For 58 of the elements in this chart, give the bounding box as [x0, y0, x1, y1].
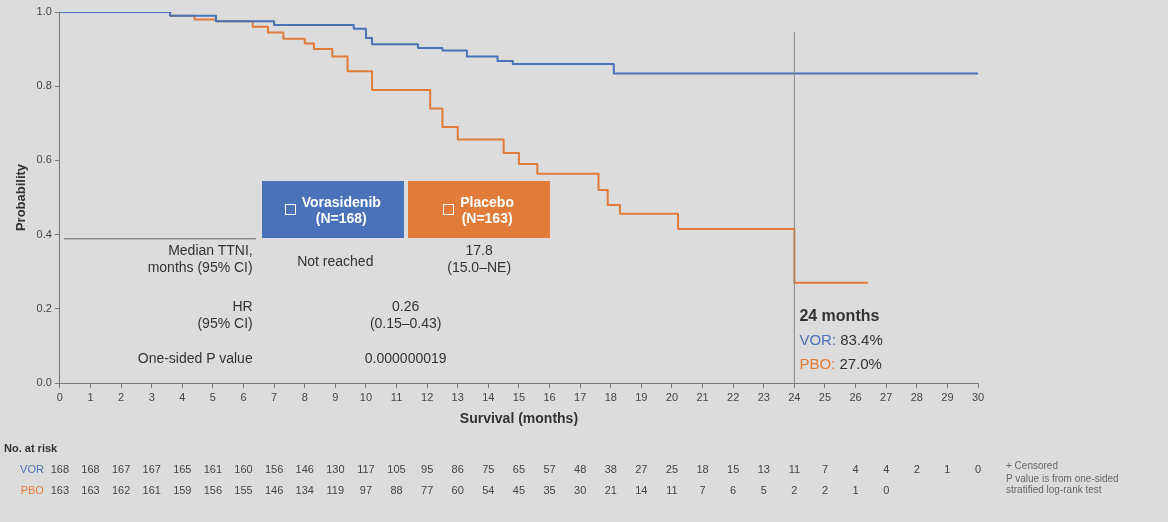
- x-tick-label: 16: [543, 390, 556, 403]
- annotation: Not reached: [296, 253, 375, 271]
- annotation: One-sided P value: [136, 349, 253, 367]
- annotation: 0.26 (0.15–0.43): [368, 297, 443, 332]
- text: + Censored: [1006, 459, 1058, 471]
- x-tick-label: 26: [849, 390, 862, 403]
- legend-label: Placebo (N=163): [460, 193, 514, 226]
- x-tick-label: 27: [880, 390, 893, 403]
- header-cell: Placebo (N=163): [407, 180, 550, 239]
- y-tick-label: 0.2: [36, 301, 52, 314]
- x-tick-label: 13: [451, 390, 464, 403]
- x-tick-label: 22: [727, 390, 740, 403]
- x-tick-label: 11: [390, 390, 403, 403]
- header-cell: Vorasidenib (N=168): [261, 180, 404, 239]
- annotation: 24 months: [799, 306, 880, 324]
- annotation: Median TTNI, months (95% CI): [146, 242, 253, 277]
- annotation: 17.8 (15.0–NE): [446, 242, 513, 277]
- x-tick-label: 6: [240, 390, 247, 403]
- x-tick-label: 5: [209, 390, 216, 403]
- x-tick-label: 21: [696, 390, 709, 403]
- y-axis-title: Probability: [13, 163, 29, 232]
- x-tick-label: 19: [635, 390, 648, 403]
- text: P value is from one-sided stratified log-rank test: [1006, 472, 1119, 495]
- x-tick-label: 25: [818, 390, 832, 403]
- annotation: HR (95% CI): [196, 297, 253, 332]
- x-tick-label: 17: [574, 390, 587, 403]
- annotation: 0.000000019: [363, 349, 448, 367]
- y-tick-label: 0.4: [36, 227, 52, 240]
- x-tick-label: 18: [604, 390, 617, 403]
- x-tick-label: 8: [301, 390, 308, 403]
- text: VOR 168 168 167 167 165 161 160 156 146 130 117 105 95 86 75 65 57 48 38 27 25 18 15 13 11 7 4 4 2 1 0: [20, 463, 982, 476]
- x-tick-label: 23: [757, 390, 770, 403]
- x-axis-title: Survival (months): [459, 410, 579, 427]
- x-tick-label: 2: [118, 390, 125, 403]
- annotation: PBO: 27.0%: [799, 355, 882, 373]
- y-tick-label: 1.0: [36, 5, 52, 18]
- x-tick-label: 30: [971, 390, 985, 403]
- text: No. at risk: [4, 442, 59, 455]
- text: PBO 163 163 162 161 159 156 155 146 134 119 97 88 77 60 54 45 35 30 21 14 11 7 6 5 2 2 1 0: [20, 484, 890, 497]
- x-tick-label: 9: [332, 390, 339, 403]
- x-tick-label: 15: [512, 390, 526, 403]
- x-tick-label: 10: [359, 390, 373, 403]
- x-tick-label: 29: [941, 390, 954, 403]
- legend-label: Vorasidenib (N=168): [301, 193, 381, 226]
- x-tick-label: 14: [482, 390, 495, 403]
- x-tick-label: 12: [421, 390, 434, 403]
- x-tick-label: 3: [148, 390, 155, 403]
- x-tick-label: 24: [788, 390, 801, 403]
- x-tick-label: 20: [665, 390, 679, 403]
- x-tick-label: 0: [56, 390, 63, 403]
- y-tick-label: 0.8: [36, 79, 52, 92]
- y-tick-label: 0.0: [36, 376, 52, 389]
- y-tick-label: 0.6: [36, 153, 52, 166]
- annotation: VOR: 83.4%: [799, 331, 883, 349]
- x-tick-label: 28: [910, 390, 923, 403]
- x-tick-label: 4: [179, 390, 186, 403]
- x-tick-label: 7: [271, 390, 278, 403]
- x-tick-label: 1: [87, 390, 94, 403]
